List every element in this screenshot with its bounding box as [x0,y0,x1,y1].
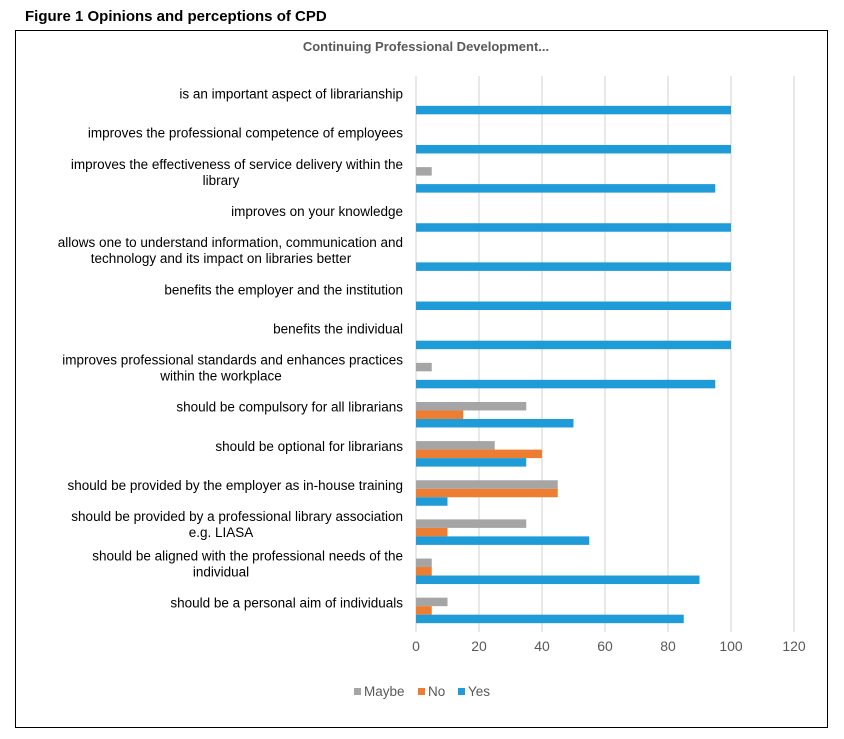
bar-maybe-2 [416,167,432,176]
category-label: should be compulsory for all librarians [176,400,403,415]
bar-maybe-8 [416,401,527,411]
bar-no-9 [416,449,542,459]
bar-yes-7 [416,379,716,389]
legend-swatch-maybe [354,688,361,695]
category-label: is an important aspect of librarianship [179,87,403,102]
bar-no-13 [416,606,432,615]
category-label: e.g. LIASA [189,525,254,540]
figure-caption: Figure 1 Opinions and perceptions of CPD [25,8,327,25]
category-label: within the workplace [159,369,282,384]
bar-maybe-12 [416,558,432,568]
category-labels: is an important aspect of librarianship i… [58,87,403,611]
legend-label-yes: Yes [468,684,490,699]
category-label: should be provided by a professional lib… [71,509,403,524]
category-label: technology and its impact on libraries b… [91,251,352,266]
x-tick-label: 120 [782,638,806,654]
bar-yes-0 [416,105,731,115]
chart-title: Continuing Professional Development... [303,39,549,54]
x-tick-label: 80 [660,638,676,654]
bar-yes-8 [416,418,574,428]
category-label: improves professional standards and enha… [62,353,403,368]
bar-yes-9 [416,458,527,467]
bar-yes-10 [416,497,448,506]
category-label: allows one to understand information, co… [58,235,403,250]
x-tick-label: 40 [534,638,550,654]
x-tick-label: 0 [412,638,420,654]
x-tick-label: 20 [471,638,487,654]
bar-yes-13 [416,614,684,624]
category-label: should be provided by the employer as in… [68,478,403,493]
bar-maybe-9 [416,441,495,450]
bar-no-11 [416,527,448,537]
bar-maybe-13 [416,597,448,607]
x-tick-labels: 0 20 40 60 80 100 120 [412,638,806,654]
legend-label-maybe: Maybe [364,684,405,699]
bar-yes-3 [416,223,731,232]
gridlines [415,76,795,632]
category-label: improves the professional competence of … [88,126,403,141]
bar-yes-4 [416,262,731,271]
category-label: benefits the employer and the institutio… [164,282,403,297]
category-label: library [203,173,240,188]
legend-label-no: No [428,684,445,699]
legend: Maybe No Yes [354,684,490,699]
bar-yes-11 [416,536,590,545]
x-tick-label: 60 [597,638,613,654]
category-label: should be aligned with the professional … [92,548,403,563]
category-label: should be a personal aim of individuals [170,595,403,610]
bar-yes-12 [416,575,700,585]
bar-no-10 [416,488,558,498]
bar-maybe-11 [416,519,527,528]
bar-yes-6 [416,340,731,350]
legend-swatch-yes [458,688,465,695]
bar-maybe-7 [416,362,432,372]
x-tick-label: 100 [719,638,743,654]
category-label: improves the effectiveness of service de… [71,157,403,172]
bar-no-12 [416,567,432,576]
bar-maybe-10 [416,480,558,489]
category-label: improves on your knowledge [231,204,403,219]
bars [416,105,731,624]
category-label: benefits the individual [273,321,403,336]
bar-yes-2 [416,184,716,193]
category-label: should be optional for librarians [215,439,403,454]
legend-swatch-no [418,688,425,695]
bar-yes-1 [416,144,731,154]
category-label: individual [193,564,249,579]
bar-yes-5 [416,301,731,311]
bar-no-8 [416,410,464,419]
